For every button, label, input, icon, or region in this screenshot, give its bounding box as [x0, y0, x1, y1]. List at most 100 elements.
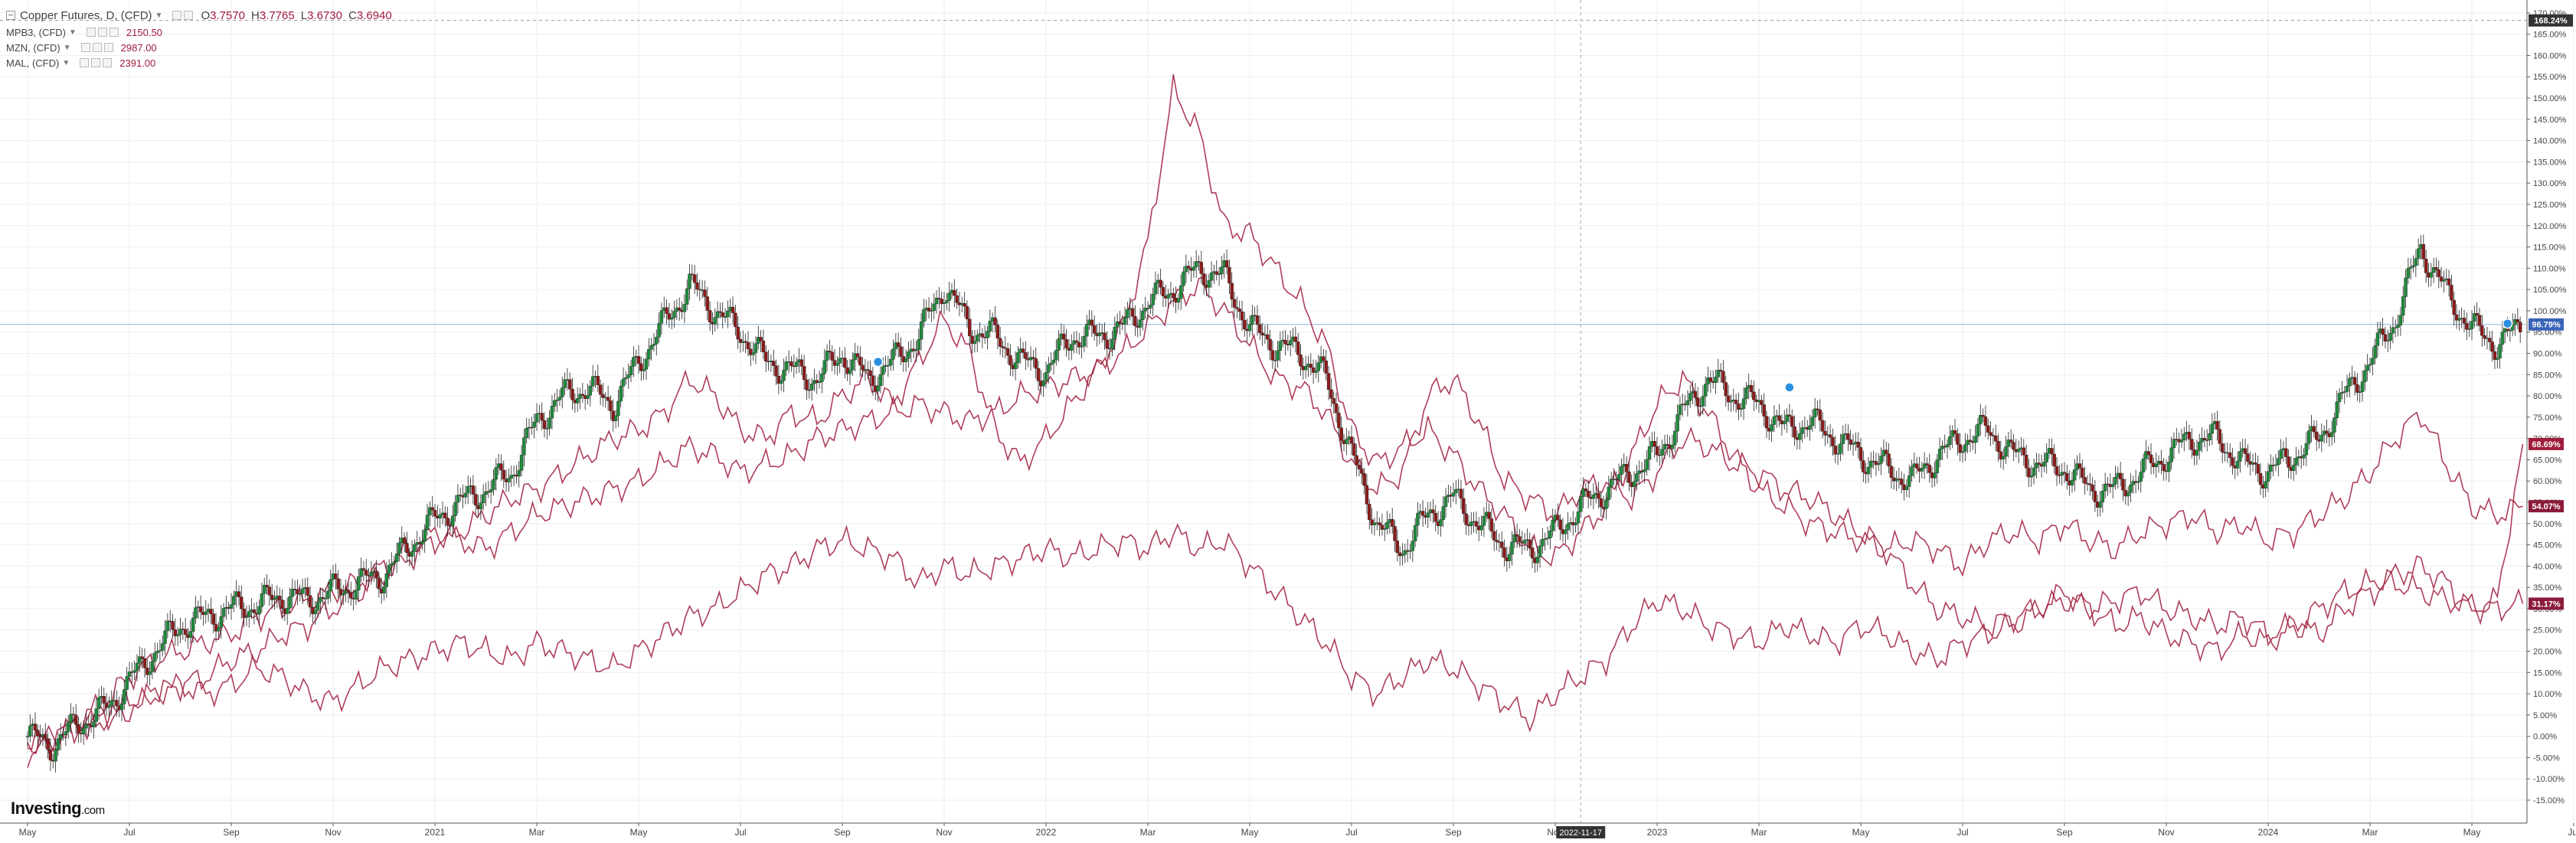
- legend-compare-1[interactable]: MZN, (CFD) ▼ 2987.00: [6, 40, 398, 55]
- candle-body: [1024, 352, 1028, 359]
- candle-body: [2045, 453, 2048, 462]
- candle-body: [815, 380, 819, 384]
- candle-body: [1862, 460, 1865, 472]
- candle-body: [1036, 368, 1041, 381]
- high-key: H: [251, 8, 260, 22]
- compare-name-2: MAL, (CFD): [6, 57, 60, 69]
- legend-compare-0[interactable]: MPB3, (CFD) ▼ 2150.50: [6, 25, 398, 40]
- candle-body: [2319, 434, 2324, 442]
- legend-main-series[interactable]: Copper Futures, D, (CFD) ▼ O 3.7570 H 3.77…: [6, 6, 398, 25]
- candle-body: [285, 608, 289, 614]
- y-tick-label: 40.00%: [2533, 562, 2562, 571]
- candle-body: [830, 351, 834, 361]
- candle-body: [2284, 448, 2288, 457]
- candle-body: [1013, 362, 1018, 370]
- candle-body: [2477, 315, 2482, 326]
- candle-body: [665, 307, 669, 314]
- series-value-label: 54.07%: [2532, 502, 2561, 511]
- candle-body: [1979, 415, 1983, 425]
- candle-body: [2126, 492, 2130, 497]
- candle-body: [621, 378, 626, 387]
- visibility-toggle-icon[interactable]: [86, 28, 96, 37]
- candle-body: [397, 542, 401, 554]
- candle-body: [1515, 534, 1519, 537]
- candle-body: [861, 364, 865, 371]
- low-value: 3.6730: [307, 8, 342, 22]
- chevron-down-icon[interactable]: ▼: [69, 28, 77, 37]
- candle-body: [1368, 504, 1371, 521]
- event-marker-icon: [1784, 382, 1795, 393]
- candle-body: [705, 296, 709, 311]
- candle-body: [1528, 539, 1532, 548]
- chevron-down-icon[interactable]: ▼: [62, 58, 70, 67]
- candle-body: [2348, 378, 2352, 387]
- candle-body: [280, 600, 284, 609]
- candle-body: [36, 730, 40, 737]
- candle-body: [532, 422, 536, 428]
- candle-body: [338, 589, 343, 596]
- close-icon[interactable]: [109, 28, 119, 37]
- candle-body: [1721, 371, 1725, 383]
- candle-body: [1879, 456, 1883, 464]
- candle-body: [1836, 453, 1840, 455]
- candle-body: [1357, 465, 1362, 469]
- candle-body: [919, 322, 924, 340]
- candle-body: [1182, 271, 1185, 286]
- candle-body: [1390, 519, 1394, 527]
- candle-body: [2429, 272, 2434, 278]
- settings-icon[interactable]: [184, 11, 194, 20]
- candle-body: [970, 335, 974, 345]
- candle-body: [891, 348, 895, 360]
- candle-body: [28, 725, 32, 737]
- chevron-down-icon[interactable]: ▼: [155, 11, 163, 20]
- settings-icon[interactable]: [92, 43, 102, 52]
- legend-compare-2[interactable]: MAL, (CFD) ▼ 2391.00: [6, 55, 398, 70]
- candle-body: [44, 734, 47, 739]
- candle-body: [349, 592, 353, 599]
- chevron-down-icon[interactable]: ▼: [63, 43, 71, 52]
- candle-body: [672, 311, 676, 319]
- candle-body: [2088, 483, 2092, 485]
- candle-body: [494, 467, 498, 480]
- settings-icon[interactable]: [91, 58, 101, 67]
- candle-body: [219, 616, 223, 628]
- y-tick-label: 80.00%: [2533, 392, 2562, 401]
- visibility-toggle-icon[interactable]: [172, 11, 182, 20]
- candle-body: [1556, 515, 1560, 521]
- close-key: C: [348, 8, 357, 22]
- candle-body: [1831, 436, 1835, 446]
- candle-body: [1960, 451, 1965, 453]
- candle-body: [2337, 393, 2342, 403]
- candle-body: [1097, 332, 1102, 336]
- candle-body: [2001, 456, 2006, 459]
- candle-body: [240, 596, 244, 609]
- candle-body: [1482, 516, 1486, 526]
- candle-body: [1764, 416, 1769, 429]
- candle-body: [2421, 243, 2426, 260]
- candle-body: [471, 485, 476, 495]
- visibility-toggle-icon[interactable]: [80, 58, 90, 67]
- candle-body: [1378, 522, 1381, 525]
- candle-body: [2457, 318, 2461, 321]
- high-value: 3.7765: [259, 8, 295, 22]
- y-tick-label: 25.00%: [2533, 626, 2562, 636]
- candle-body: [428, 507, 432, 515]
- collapse-legend-icon[interactable]: [6, 11, 15, 20]
- close-icon[interactable]: [103, 58, 113, 67]
- candle-body: [1352, 443, 1356, 456]
- candle-body: [1989, 432, 1992, 436]
- candle-body: [578, 394, 582, 399]
- settings-icon[interactable]: [97, 28, 107, 37]
- candle-body: [1372, 522, 1377, 525]
- candle-body: [1948, 436, 1952, 445]
- compare-controls-1: [79, 43, 113, 52]
- candle-body: [2065, 473, 2069, 482]
- candle-body: [1522, 540, 1527, 544]
- candle-body: [155, 651, 159, 654]
- candle-body: [1797, 433, 1802, 440]
- close-icon[interactable]: [103, 43, 113, 52]
- candle-body: [1695, 397, 1700, 407]
- visibility-toggle-icon[interactable]: [80, 43, 90, 52]
- candle-body: [479, 502, 483, 509]
